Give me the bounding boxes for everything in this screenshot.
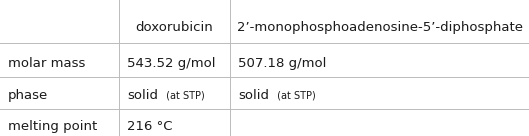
Text: (at STP): (at STP)	[163, 91, 205, 101]
Text: 543.52 g/mol: 543.52 g/mol	[127, 57, 215, 70]
Text: molar mass: molar mass	[8, 57, 85, 70]
Text: 216 °C: 216 °C	[127, 120, 172, 133]
Text: phase: phase	[8, 89, 48, 102]
Text: doxorubicin: doxorubicin	[136, 21, 213, 34]
Text: solid: solid	[238, 89, 269, 102]
Text: (at STP): (at STP)	[274, 91, 316, 101]
Text: solid: solid	[127, 89, 158, 102]
Text: melting point: melting point	[8, 120, 97, 133]
Text: 2’-monophosphoadenosine-5’-diphosphate: 2’-monophosphoadenosine-5’-diphosphate	[236, 21, 523, 34]
Text: 507.18 g/mol: 507.18 g/mol	[238, 57, 326, 70]
